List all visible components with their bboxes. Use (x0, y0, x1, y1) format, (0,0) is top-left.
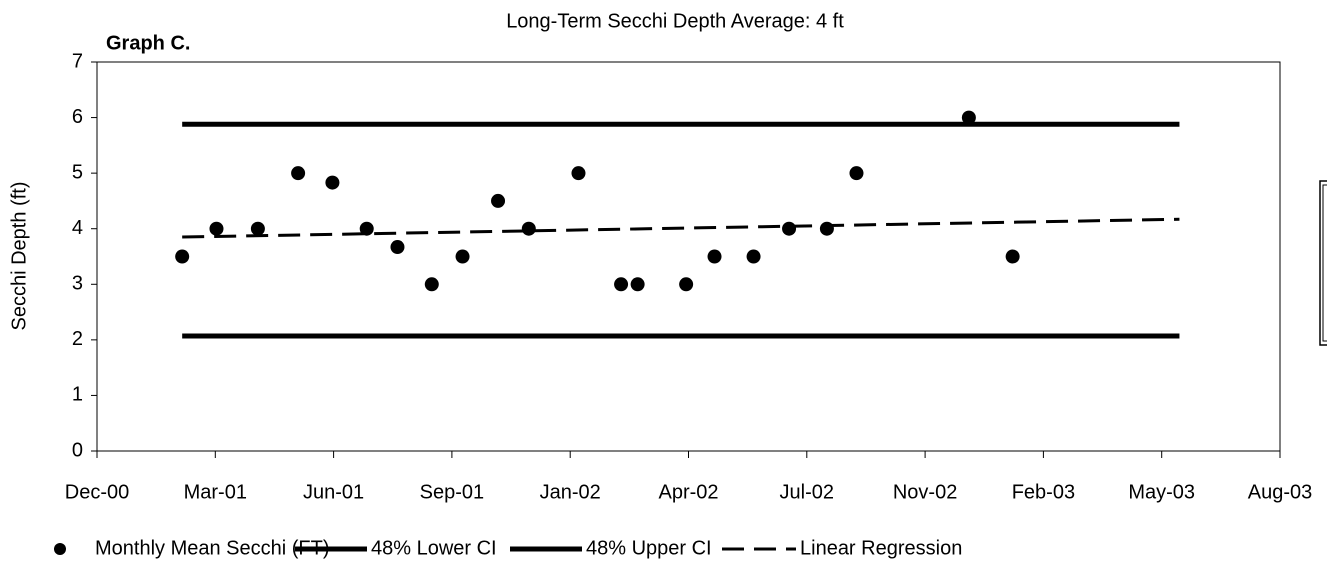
y-tick-label: 2 (72, 328, 83, 350)
x-tick-label: Feb-03 (1012, 481, 1075, 503)
data-point (782, 221, 797, 236)
x-tick-label: Nov-02 (893, 481, 957, 503)
data-point (175, 249, 190, 264)
x-tick-label: Jul-02 (780, 481, 834, 503)
regression-line (182, 217, 1180, 239)
legend-label: 48% Lower CI (371, 537, 497, 559)
data-point (521, 221, 536, 236)
data-point (359, 221, 374, 236)
y-tick-label: 5 (72, 161, 83, 183)
x-tick-label: Apr-02 (658, 481, 718, 503)
data-point (291, 166, 306, 181)
x-tick-label: Dec-00 (65, 481, 129, 503)
x-tick-label: Sep-01 (420, 481, 485, 503)
y-tick-label: 1 (72, 384, 83, 406)
y-axis-label: Secchi Depth (ft) (8, 182, 30, 331)
legend-label: Monthly Mean Secchi (FT) (95, 537, 330, 559)
data-point (961, 110, 976, 125)
data-point (209, 221, 224, 236)
x-tick-label: May-03 (1128, 481, 1195, 503)
data-point (491, 193, 506, 208)
y-tick-label: 7 (72, 50, 83, 72)
data-point (1005, 249, 1020, 264)
data-point (679, 277, 694, 292)
plot-frame (96, 61, 1281, 452)
data-point (849, 166, 864, 181)
data-point (819, 221, 834, 236)
x-tick-label: Jan-02 (540, 481, 601, 503)
y-tick-label: 0 (72, 439, 83, 461)
legend-label: Linear Regression (800, 537, 962, 559)
x-tick-label: Jun-01 (303, 481, 364, 503)
data-point (746, 249, 761, 264)
y-tick-label: 6 (72, 106, 83, 128)
legend-label: 48% Upper CI (586, 537, 712, 559)
data-point (424, 277, 439, 292)
chart-subtitle: Graph C. (106, 32, 190, 54)
data-point (325, 175, 340, 190)
y-tick-label: 4 (72, 217, 83, 239)
data-point (707, 249, 722, 264)
data-point (250, 221, 265, 236)
x-tick-label: Aug-03 (1248, 481, 1313, 503)
legend-marker (54, 543, 66, 555)
y-tick-label: 3 (72, 273, 83, 295)
data-point (390, 240, 405, 255)
data-point (630, 277, 645, 292)
legend-box-inner (1322, 184, 1327, 342)
x-tick-label: Mar-01 (184, 481, 247, 503)
data-point (455, 249, 470, 264)
data-point (614, 277, 629, 292)
chart-title: Long-Term Secchi Depth Average: 4 ft (506, 10, 844, 32)
legend-box (1319, 180, 1327, 346)
data-point (571, 166, 586, 181)
